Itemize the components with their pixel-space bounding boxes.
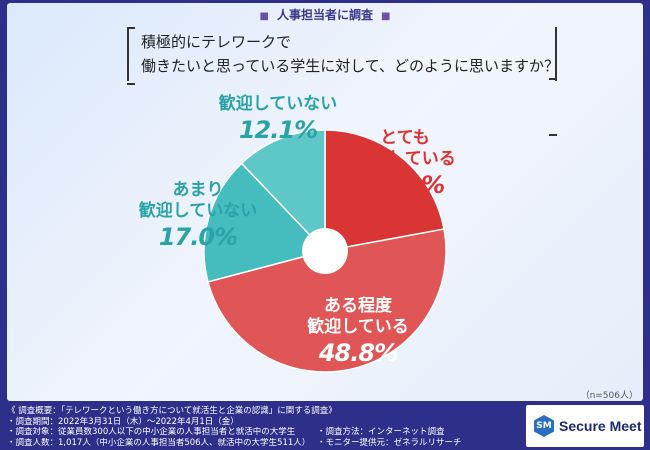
footer-line-3a: ・調査対象：従業員数300人以下の中小企業の人事担当者と就活中の大学生: [7, 427, 296, 437]
footer-line-4a: ・調査人数：1,017人（中小企業の人事担当者506人、就活中の大学生511人）: [7, 437, 311, 448]
pie-slice-3: [240, 129, 326, 253]
sample-size-note: （n=506人）: [580, 391, 638, 401]
slice-label-3: 歓迎していない 12.1%: [198, 94, 358, 145]
square-icon: ■: [381, 11, 391, 22]
slice-label-line2: 歓迎している: [307, 317, 409, 337]
slice-value-label: 17.0%: [158, 223, 238, 251]
slice-value-label: 22.1%: [365, 171, 445, 199]
square-icon: ■: [259, 11, 269, 22]
logo-mark-icon: SM: [534, 415, 554, 437]
slice-label-2: あまり 歓迎していない 17.0%: [118, 180, 278, 252]
donut-hole: [302, 228, 348, 274]
slice-label-line2: 歓迎していない: [138, 201, 258, 221]
question-line-1: 積極的にテレワークで: [141, 33, 292, 51]
question-box: 積極的にテレワークで 働きたいと思っている学生に対して、どのように思いますか？: [127, 27, 560, 136]
slice-label-line2: 歓迎している: [354, 149, 456, 169]
survey-tag-label: 人事担当者に調査: [276, 8, 373, 22]
slice-label-0: とても 歓迎している 22.1%: [325, 128, 485, 200]
slice-label-line2: 歓迎していない: [218, 94, 338, 114]
slice-label-line1: とても: [380, 128, 430, 148]
slice-value-label: 48.8%: [318, 339, 398, 367]
pie-slice-1: [207, 228, 447, 373]
logo-text: Secure Meet: [559, 418, 642, 434]
footer-line-2: ・調査期間：2022年3月31日（木）〜2022年4月1日（金）: [7, 416, 239, 427]
footer-line-1: 《 調査概要：「テレワークという働き方について就活生と企業の認識」に関する調査》: [7, 406, 337, 416]
question-line-2: 働きたいと思っている学生に対して、どのように思いますか？: [141, 57, 560, 75]
slice-value-label: 12.1%: [238, 116, 318, 144]
footer-line-4b: ・モニター提供元：ゼネラルリサーチ: [317, 437, 462, 448]
survey-tag: ■ 人事担当者に調査 ■: [7, 6, 643, 23]
pie-slice-2: [203, 162, 327, 283]
slice-label-line1: あまり: [172, 180, 224, 200]
slice-label-line1: ある程度: [324, 296, 392, 316]
secure-meet-logo: SM Secure Meet: [526, 405, 644, 447]
pie-slice-0: [324, 129, 445, 252]
footer-line-3b: ・調査方法：インターネット調査: [317, 427, 445, 437]
survey-footer: 《 調査概要：「テレワークという働き方について就活生と企業の認識」に関する調査》…: [7, 406, 527, 448]
slice-label-1: ある程度 歓迎している 48.8%: [278, 296, 438, 368]
